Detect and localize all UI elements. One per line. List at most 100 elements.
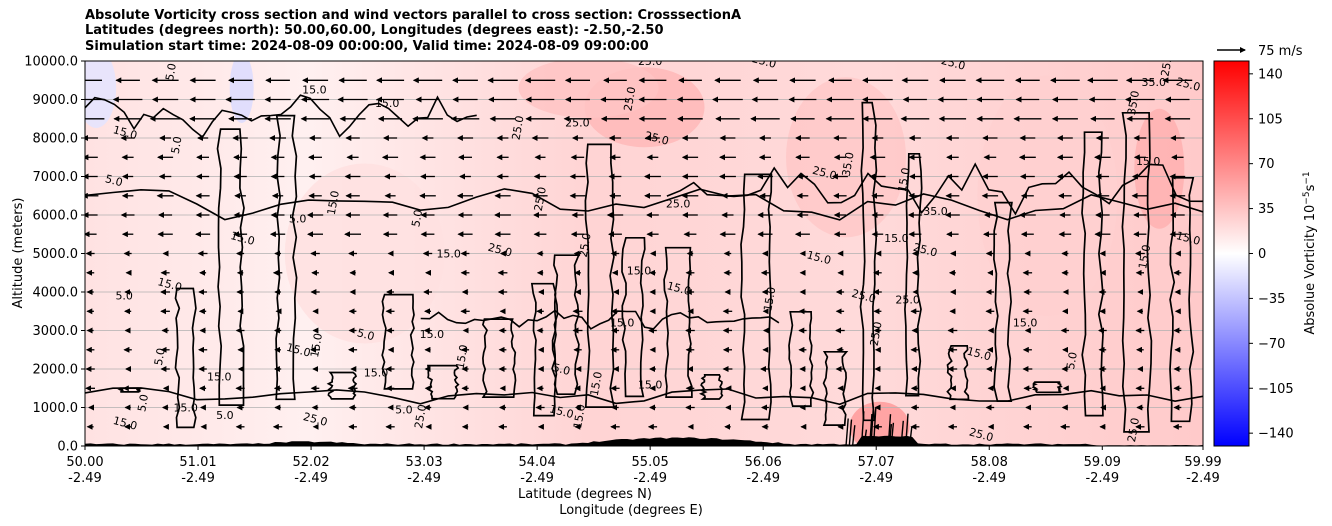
y-tick-label: 0.0 <box>57 440 78 455</box>
contour-line <box>1081 131 1104 417</box>
x-tick-label-latitude: 52.02 <box>292 455 329 470</box>
colorbar-tick-label: −70 <box>1258 337 1285 352</box>
quiver-key-label: 75 m/s <box>1258 44 1303 59</box>
contour-line <box>845 418 849 446</box>
contour-line <box>1121 111 1153 433</box>
contour-line <box>1031 381 1063 394</box>
x-tick-label-longitude: -2.49 <box>633 471 667 486</box>
contour-label: 15.0 <box>896 167 913 193</box>
plot-area: 5.015.015.05.015.05.015.05.015.05.015.0 2… <box>85 51 1203 446</box>
contour-line <box>663 246 693 398</box>
contour-line <box>174 287 197 429</box>
contour-line <box>420 309 780 330</box>
contour-label: 5.0 <box>216 409 234 422</box>
contour-line <box>788 310 815 407</box>
vorticity-patch <box>229 61 254 123</box>
contour-label: 25.0 <box>868 321 885 347</box>
x-tick-label-latitude: 56.06 <box>745 455 782 470</box>
contour-line <box>1169 176 1195 423</box>
contour-line <box>666 162 1203 216</box>
contour-line <box>946 345 970 401</box>
contour-label: 25.0 <box>1175 75 1202 94</box>
contour-label: 15.0 <box>454 344 471 370</box>
contour-label: 25.0 <box>412 403 429 429</box>
contour-label: 5.0 <box>1064 351 1080 370</box>
contour-label: 35.0 <box>840 151 857 177</box>
x-tick-label-longitude: -2.49 <box>407 471 441 486</box>
contour-label: 5.0 <box>115 290 133 303</box>
contour-label: 25.0 <box>643 129 670 148</box>
x-tick-label-latitude: 59.99 <box>1184 455 1221 470</box>
contour-label: 15.0 <box>805 248 832 267</box>
contour-label: 15.0 <box>884 232 909 245</box>
x-tick-label-longitude: -2.49 <box>1085 471 1119 486</box>
contour-line <box>740 173 773 421</box>
contour-label: 15.0 <box>761 286 778 312</box>
colorbar-tick-label: 140 <box>1258 67 1283 82</box>
y-tick-label: 2000.0 <box>33 363 79 378</box>
chart-title-line-1: Absolute Vorticity cross section and win… <box>85 8 742 23</box>
contour-label: 5.0 <box>356 326 376 343</box>
contour-label: 25.0 <box>666 197 691 210</box>
contour-label: 25.0 <box>912 241 939 260</box>
y-tick-label: 10000.0 <box>24 55 78 70</box>
y-tick-label: 7000.0 <box>33 170 79 185</box>
y-tick-label: 1000.0 <box>33 401 79 416</box>
contour-line <box>85 387 1203 406</box>
contour-label: 15.0 <box>1136 155 1161 168</box>
contour-label: 5.0 <box>289 213 307 226</box>
x-tick-label-longitude: -2.49 <box>68 471 102 486</box>
y-tick-label: 5000.0 <box>33 247 79 262</box>
contour-label: 25.0 <box>1159 51 1176 77</box>
x-axis: 50.00-2.4951.01-2.4952.02-2.4953.03-2.49… <box>66 446 1222 486</box>
contour-label: 25.0 <box>940 54 967 73</box>
x-tick-label-latitude: 51.01 <box>179 455 216 470</box>
vorticity-patch <box>518 61 659 118</box>
contour-label: 15.0 <box>325 190 342 216</box>
x-tick-label-latitude: 58.08 <box>971 455 1008 470</box>
x-tick-label-latitude: 57.07 <box>858 455 895 470</box>
contour-line <box>859 101 878 422</box>
contour-label: 25.0 <box>751 52 778 71</box>
y-tick-label: 9000.0 <box>33 93 79 108</box>
contour-label: 15.0 <box>173 401 198 414</box>
colorbar-tick-label: −105 <box>1258 382 1294 397</box>
contour-label: 25.0 <box>486 241 513 260</box>
contour-label: 15.0 <box>285 341 312 360</box>
vorticity-patch <box>85 61 117 128</box>
quiver-key: 75 m/s <box>1217 44 1303 59</box>
x-tick-label-longitude: -2.49 <box>1186 471 1220 486</box>
vorticity-patch <box>1134 108 1185 229</box>
contour-label: 5.0 <box>395 403 413 416</box>
vorticity-contours <box>85 94 1203 446</box>
x-tick-label-latitude: 54.04 <box>519 455 556 470</box>
contour-label: 5.0 <box>409 209 425 228</box>
contour-label: 15.0 <box>207 371 232 384</box>
contour-label: 15.0 <box>436 247 461 260</box>
contour-label: 25.0 <box>565 116 590 129</box>
contour-label: 15.0 <box>638 378 663 391</box>
x-tick-label-longitude: -2.49 <box>181 471 215 486</box>
y-tick-label: 6000.0 <box>33 209 79 224</box>
contour-label: 15.0 <box>665 279 692 298</box>
contour-line <box>993 201 1013 402</box>
colorbar-ticks: 140 105 70 35 0 −35 −70 −105 −140 <box>1249 67 1294 442</box>
contour-label: 25.0 <box>577 232 594 258</box>
contour-label: 25.0 <box>895 294 920 307</box>
contour-label: 15.0 <box>229 229 256 248</box>
contour-line <box>848 419 853 446</box>
contour-label: 25.0 <box>510 115 527 141</box>
contour-label: 35.0 <box>923 205 948 218</box>
chart-title-line-3: Simulation start time: 2024-08-09 00:00:… <box>85 39 649 54</box>
x-axis-label-latitude: Latitude (degrees N) <box>518 487 652 502</box>
contour-label: 15.0 <box>1013 317 1038 330</box>
contour-label: 15.0 <box>156 275 183 294</box>
y-axis: 0.0 1000.0 2000.0 3000.0 4000.0 5000.0 6000.0 7… <box>24 55 85 455</box>
x-tick-label-longitude: -2.49 <box>520 471 554 486</box>
contour-label: 25.0 <box>968 425 995 444</box>
contour-label: 25.0 <box>811 164 838 183</box>
x-tick-label-longitude: -2.49 <box>746 471 780 486</box>
x-tick-label-longitude: -2.49 <box>972 471 1006 486</box>
x-tick-label-latitude: 55.05 <box>632 455 669 470</box>
